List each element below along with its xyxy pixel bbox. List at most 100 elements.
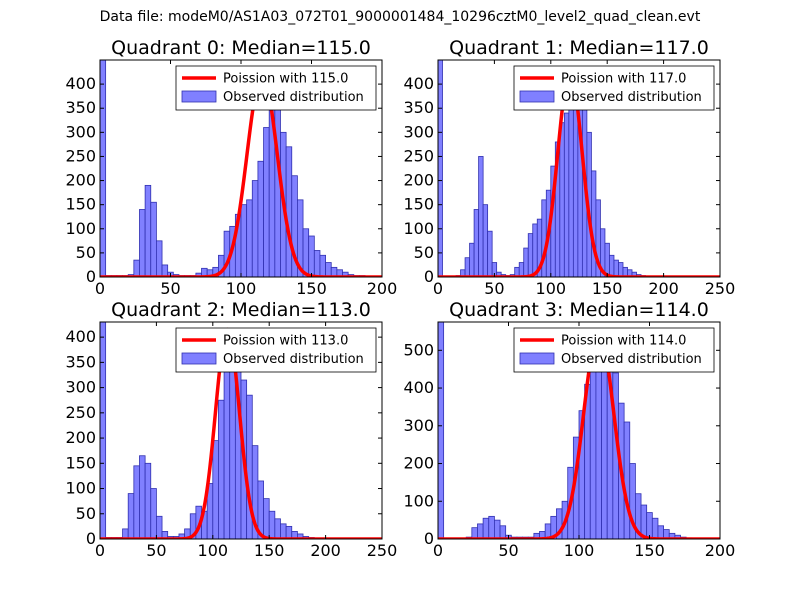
legend-line-label: Poission with 113.0 <box>223 334 348 349</box>
legend-bar-swatch <box>181 90 217 103</box>
x-tick-label: 150 <box>296 279 327 298</box>
y-tick-label: 50 <box>76 243 96 262</box>
histogram-bar <box>268 510 276 539</box>
quadrant-3-title: Quadrant 3: Median=114.0 <box>449 299 709 321</box>
histogram-bar <box>251 180 259 277</box>
histogram-bar <box>563 112 570 277</box>
x-tick-label: 50 <box>160 279 180 298</box>
histogram-bar <box>325 262 332 277</box>
x-tick-label: 200 <box>310 541 341 560</box>
legend-bar-label: Observed distribution <box>561 352 702 367</box>
histogram-bar <box>246 199 253 277</box>
histogram-bar <box>144 184 152 277</box>
histogram-bar <box>161 531 169 539</box>
axes-frame <box>437 59 721 278</box>
y-tick-label: 350 <box>65 352 96 371</box>
histogram-bar <box>263 498 270 539</box>
histogram-bar <box>488 515 495 539</box>
y-tick-label: 300 <box>403 122 434 141</box>
histogram-bar <box>623 421 631 539</box>
x-tick-label: 50 <box>498 541 518 560</box>
x-tick-label: 200 <box>705 541 736 560</box>
histogram-bar <box>133 259 140 277</box>
histogram-bar <box>438 322 445 539</box>
histogram-bar <box>212 440 219 539</box>
legend-bar-label: Observed distribution <box>223 90 364 105</box>
y-tick-label: 0 <box>424 529 434 548</box>
histogram-bar <box>499 525 507 539</box>
histogram-bar <box>285 525 293 539</box>
histogram-bar <box>308 235 315 277</box>
x-tick-label: 0 <box>433 279 443 298</box>
histogram-bar <box>493 519 501 539</box>
poisson-curve <box>100 327 382 539</box>
histogram-bar <box>161 264 169 277</box>
histogram-bar <box>218 399 225 539</box>
legend-bar-label: Observed distribution <box>223 352 364 367</box>
histogram-bar <box>155 515 163 539</box>
histogram-bar <box>302 228 310 277</box>
poisson-curve <box>438 70 720 277</box>
histogram-bar <box>274 518 281 539</box>
y-tick-label: 0 <box>86 529 96 548</box>
y-tick-label: 200 <box>65 171 96 190</box>
y-tick-label: 0 <box>86 267 96 286</box>
x-tick-label: 100 <box>198 541 229 560</box>
x-tick-label: 100 <box>536 279 567 298</box>
quadrant-3-chart: 0 50 100 150 200 0 100 200 300 400 500 Quadrant 3: … <box>403 299 735 560</box>
histogram-bar <box>518 262 525 277</box>
quadrant-1-title: Quadrant 1: Median=117.0 <box>449 37 709 59</box>
y-tick-label: 200 <box>403 454 434 473</box>
histogram-bar <box>477 523 484 539</box>
x-tick-label: 50 <box>484 279 504 298</box>
y-tick-label: 400 <box>65 327 96 346</box>
legend-bar-swatch <box>181 352 217 365</box>
y-tick-label: 150 <box>65 195 96 214</box>
x-tick-label: 0 <box>95 541 105 560</box>
y-tick-label: 100 <box>403 219 434 238</box>
legend: Poission with 114.0 Observed distribution <box>513 327 715 373</box>
x-tick-label: 200 <box>648 279 679 298</box>
histogram-bar <box>657 525 665 539</box>
histogram-bar <box>438 60 443 277</box>
histogram-bar <box>280 523 287 539</box>
histogram-bar <box>319 254 326 277</box>
x-tick-label: 100 <box>226 279 257 298</box>
quadrant-1-chart: 0 50 100 150 200 250 0 50 100 150 200 250 300 350 400 Q… <box>403 37 735 298</box>
legend: Poission with 113.0 Observed distribution <box>175 327 377 373</box>
histogram-bar <box>589 349 597 539</box>
y-tick-label: 500 <box>403 340 434 359</box>
histogram-bar <box>482 517 490 539</box>
histogram-bar <box>240 204 248 277</box>
histogram-bar <box>263 127 270 277</box>
y-tick-label: 100 <box>65 479 96 498</box>
legend-line-label: Poission with 117.0 <box>561 72 686 87</box>
histogram-bar <box>155 240 163 277</box>
histogram-bar <box>100 60 107 277</box>
histogram-bar <box>285 146 293 277</box>
histogram-bar <box>150 488 157 539</box>
histogram-bar <box>618 262 624 277</box>
legend-bar-swatch <box>519 90 555 103</box>
x-tick-label: 250 <box>705 279 736 298</box>
poisson-curve <box>438 329 720 539</box>
quadrant-2-title: Quadrant 2: Median=113.0 <box>111 299 371 321</box>
y-tick-label: 50 <box>76 504 96 523</box>
histogram-bar <box>482 204 489 277</box>
y-tick-label: 300 <box>65 378 96 397</box>
histogram-bar <box>527 233 534 277</box>
axes-frame <box>99 321 383 540</box>
y-tick-label: 400 <box>403 74 434 93</box>
legend: Poission with 117.0 Observed distribution <box>513 65 715 111</box>
legend: Poission with 115.0 Observed distribution <box>175 65 377 111</box>
y-tick-label: 150 <box>65 453 96 472</box>
histogram-bar <box>651 517 659 539</box>
y-tick-label: 0 <box>424 267 434 286</box>
histogram-bar <box>559 122 565 277</box>
histogram-bar <box>139 455 146 539</box>
x-tick-label: 50 <box>146 541 166 560</box>
y-tick-label: 300 <box>65 122 96 141</box>
histogram-bar <box>469 242 475 277</box>
histogram-bar <box>313 250 321 277</box>
